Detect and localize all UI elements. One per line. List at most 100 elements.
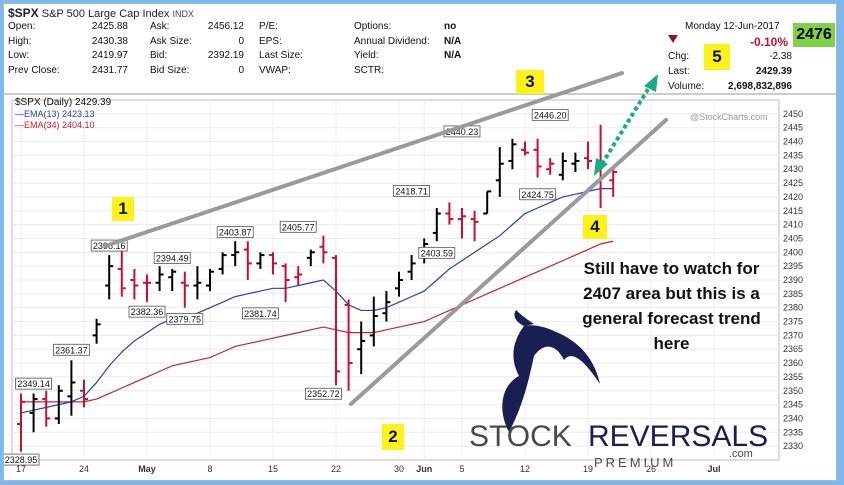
x-tick-label: 22 xyxy=(331,464,341,474)
open-value: 2425.88 xyxy=(91,21,128,32)
annotation-box-3: 3 xyxy=(516,70,544,94)
percent-change: -0.10% xyxy=(750,35,789,49)
open-label: Open: xyxy=(8,21,36,32)
price-label: 2379.75 xyxy=(169,314,202,324)
forecast-note: Still have to watch for 2407 area but th… xyxy=(582,259,761,353)
x-tick-label: May xyxy=(138,464,156,474)
quote-col-1: Open: 2425.88 High: 2430.38 Low: 2419.97 Pr… xyxy=(8,20,128,78)
pe-label: P/E: xyxy=(259,21,278,32)
last-value: 2429.39 xyxy=(755,66,792,77)
high-value: 2430.38 xyxy=(91,35,128,47)
price-label-box xyxy=(166,312,204,325)
x-tick-label: 19 xyxy=(583,464,593,474)
down-triangle-icon xyxy=(668,35,678,43)
price-label: 2405.77 xyxy=(282,222,315,232)
yield-value: N/A xyxy=(444,50,462,61)
y-tick-label: 2355 xyxy=(783,372,803,382)
ask-value: 2456.12 xyxy=(207,21,244,32)
prev-close-label: Prev Close: xyxy=(8,64,60,76)
quote-date: Monday 12-Jun-2017 xyxy=(685,21,780,32)
price-label: 2424.75 xyxy=(521,190,554,200)
symbol: $SPX xyxy=(8,6,39,20)
y-tick-label: 2420 xyxy=(783,192,803,202)
vwap-label: VWAP: xyxy=(259,64,291,76)
legend-ema13: —EMA(13) 2423.13 xyxy=(15,109,95,119)
price-label: 2328.95 xyxy=(5,455,38,465)
x-tick-label: 30 xyxy=(394,464,404,474)
annotation-box-2: 2 xyxy=(382,424,404,450)
price-label: 2403.87 xyxy=(219,228,252,238)
chg-value: -2.38 xyxy=(769,51,792,62)
dividend-value: N/A xyxy=(444,35,462,47)
y-tick-label: 2415 xyxy=(783,206,803,216)
high-label: High: xyxy=(8,35,32,47)
price-label: 2446.20 xyxy=(534,110,567,120)
quote-col-4: Options: no Annual Dividend: N/A Yield: N/A… xyxy=(354,20,461,78)
y-tick-label: 2445 xyxy=(783,123,803,133)
price-label: 2352.72 xyxy=(307,389,340,399)
price-plot: 2330233523402345235023552360236523702375… xyxy=(4,71,836,474)
exchange: INDX xyxy=(172,9,194,19)
logo-dotcom: .com xyxy=(729,448,753,460)
prev-close-value: 2431.77 xyxy=(91,64,128,76)
sctr-label: SCTR: xyxy=(354,64,384,76)
legend-price: $SPX (Daily) 2429.39 xyxy=(15,97,112,108)
y-tick-label: 2340 xyxy=(783,413,803,423)
price-label: 2440.23 xyxy=(446,127,479,137)
price-label: 2394.49 xyxy=(156,254,189,264)
price-label-box xyxy=(216,226,254,238)
y-tick-label: 2425 xyxy=(783,178,803,188)
y-tick-label: 2410 xyxy=(783,220,803,230)
y-tick-label: 2395 xyxy=(783,261,803,271)
x-tick-label: 26 xyxy=(646,464,656,474)
y-tick-label: 2330 xyxy=(783,441,803,451)
quote-col-3: P/E: EPS: Last Size: VWAP: xyxy=(259,20,349,78)
chg-label: Chg: xyxy=(668,51,690,62)
upper-trendline xyxy=(103,71,624,248)
x-tick-label: 17 xyxy=(16,464,26,474)
price-label: 2361.37 xyxy=(55,345,88,355)
annotation-box-1: 1 xyxy=(112,197,134,221)
price-label: 2381.74 xyxy=(244,309,277,319)
y-tick-label: 2385 xyxy=(783,289,803,299)
y-tick-label: 2390 xyxy=(783,275,803,285)
x-tick-label: Jul xyxy=(707,464,720,474)
x-tick-label: 12 xyxy=(520,464,530,474)
eps-label: EPS: xyxy=(259,35,282,47)
lower-trendline xyxy=(349,118,668,406)
bid-size-value: 0 xyxy=(238,64,244,76)
bid-value: 2392.19 xyxy=(207,50,244,61)
x-tick-label: 8 xyxy=(207,464,212,474)
logo-word-reversals: REVERSALS xyxy=(588,420,768,453)
yield-label: Yield: xyxy=(354,50,379,61)
y-tick-label: 2370 xyxy=(783,330,803,340)
price-label-box xyxy=(128,305,166,318)
bid-size-label: Bid Size: xyxy=(150,64,190,76)
x-tick-label: 5 xyxy=(459,464,464,474)
y-tick-label: 2350 xyxy=(783,386,803,396)
price-label-box xyxy=(53,343,90,356)
price-label-box xyxy=(153,252,191,264)
y-tick-label: 2435 xyxy=(783,150,803,160)
low-value: 2419.97 xyxy=(91,50,128,61)
y-tick-label: 2450 xyxy=(783,109,803,119)
index-name: S&P 500 Large Cap Index xyxy=(41,8,170,20)
price-label: 2382.36 xyxy=(131,307,164,317)
y-tick-label: 2380 xyxy=(783,303,803,313)
price-label-box xyxy=(241,307,279,320)
stock-chart-panel: $SPX S&P 500 Large Cap Index INDX Open: 2… xyxy=(3,3,837,481)
arrow-head-down-icon xyxy=(594,158,608,176)
price-label-box xyxy=(519,188,556,201)
quote-col-2: Ask: 2456.12 Ask Size: 0 Bid: 2392.19 Bid S… xyxy=(150,20,244,78)
last-price-badge: 2476 xyxy=(793,23,835,47)
annotation-box-4: 4 xyxy=(583,215,607,239)
bid-label: Bid: xyxy=(150,50,168,61)
price-label: 2403.59 xyxy=(421,248,454,258)
y-tick-label: 2400 xyxy=(783,247,803,257)
low-label: Low: xyxy=(8,50,30,61)
price-label-box xyxy=(279,220,317,233)
legend-ema34: —EMA(34) 2404.10 xyxy=(15,120,95,130)
ask-label: Ask: xyxy=(150,21,170,32)
options-value: no xyxy=(444,21,457,32)
bull-logo-icon xyxy=(502,325,600,432)
